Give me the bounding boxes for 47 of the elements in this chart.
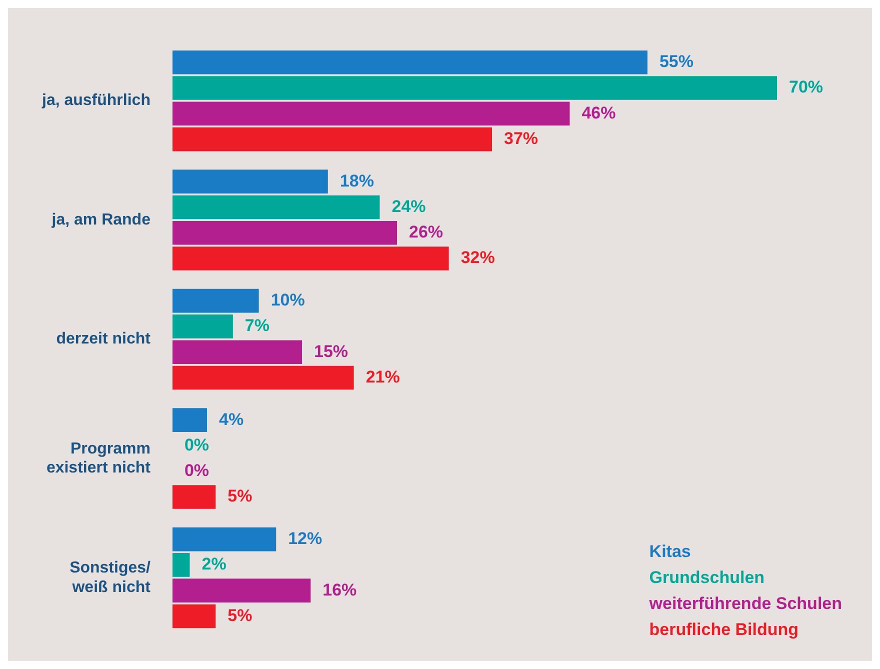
data-label: 37%: [504, 128, 538, 148]
data-label: 16%: [322, 580, 357, 600]
bar: [172, 553, 190, 577]
bar: [172, 604, 216, 628]
text: weiterführende Schulen: [649, 593, 842, 615]
bar: [172, 340, 302, 364]
bar: [172, 76, 777, 100]
bar: [172, 170, 328, 194]
data-label: 5%: [228, 606, 252, 625]
data-label: 18%: [340, 171, 374, 190]
data-label: 46%: [582, 103, 616, 122]
bar: [172, 127, 492, 152]
data-label: 32%: [460, 248, 495, 268]
data-label: 0%: [184, 435, 210, 454]
data-label: 2%: [202, 554, 226, 574]
text: Grundschulen: [649, 567, 766, 589]
bar: [172, 578, 311, 603]
data-label: 5%: [228, 486, 252, 506]
bar: [172, 102, 570, 126]
data-label: 26%: [409, 222, 444, 242]
bar: [172, 485, 216, 509]
text: berufliche Bildung: [649, 619, 800, 641]
bar: [172, 195, 380, 220]
y-tick-label: derzeit nicht: [56, 330, 152, 348]
bar: [172, 50, 648, 74]
y-tick-label: Sonstiges/ weiß nicht: [70, 560, 152, 596]
data-label: 12%: [288, 529, 322, 548]
data-label: 70%: [789, 78, 824, 97]
y-tick-label: Programm existiert nicht: [46, 440, 152, 477]
data-label: 0%: [184, 461, 210, 480]
bar: [172, 220, 398, 245]
data-label: 10%: [270, 290, 305, 310]
y-tick-label: ja, ausführlich: [41, 92, 150, 110]
bar: [172, 527, 276, 552]
bar: [172, 246, 449, 270]
data-label: 15%: [314, 342, 348, 361]
y-tick-label: ja, am Rande: [50, 211, 151, 228]
bar: [172, 288, 259, 313]
data-label: 55%: [659, 52, 694, 72]
data-label: 21%: [366, 367, 400, 386]
data-label: 4%: [219, 410, 244, 429]
bar: [172, 366, 354, 390]
bar: [172, 408, 208, 432]
text: Kitas: [649, 541, 692, 563]
bar: [172, 314, 233, 338]
data-label: 24%: [392, 196, 426, 216]
data-label: 7%: [244, 316, 270, 336]
